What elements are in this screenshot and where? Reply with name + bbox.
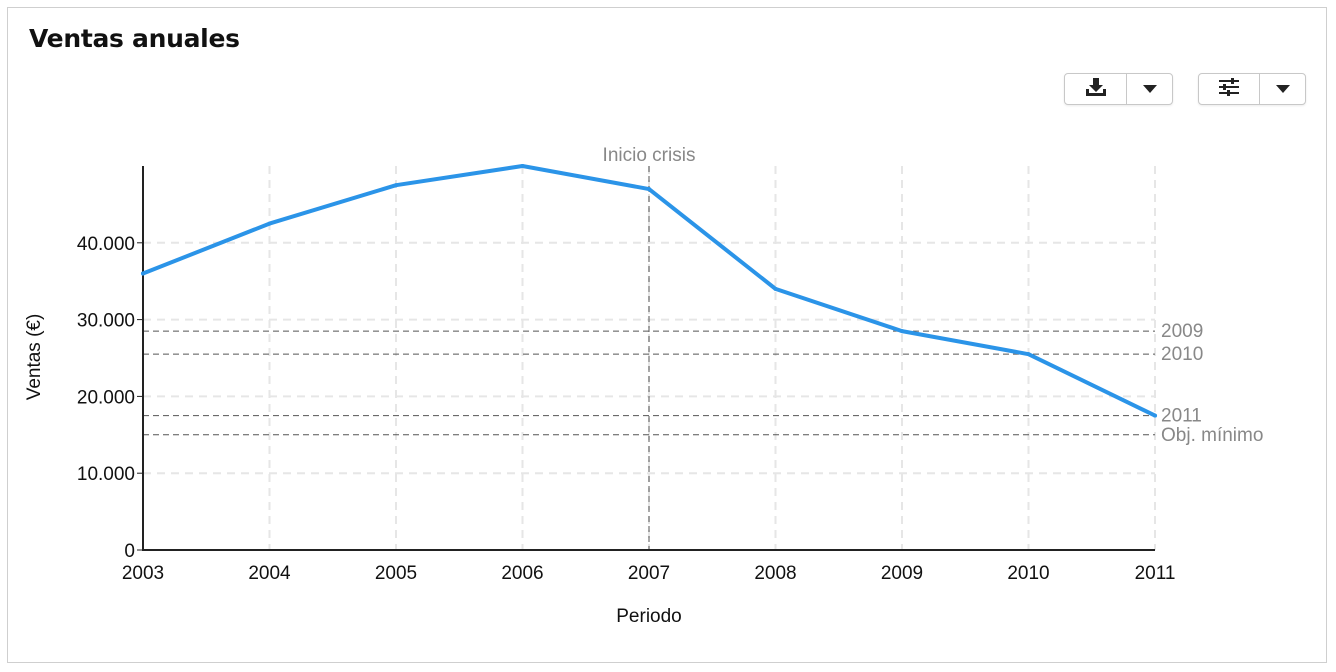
data-point <box>394 183 398 188</box>
vertical-marker-label: Inicio crisis <box>603 145 696 166</box>
caret-down-icon <box>1142 80 1157 98</box>
data-point <box>267 221 272 226</box>
caret-down-icon <box>1275 80 1290 98</box>
x-tick-label: 2003 <box>122 563 164 584</box>
reference-line-label: 2009 <box>1161 321 1203 342</box>
chart-title: Ventas anuales <box>29 24 240 53</box>
series <box>141 164 1157 418</box>
data-point <box>647 187 651 192</box>
x-tick-label: 2008 <box>754 563 796 584</box>
download-dropdown-button[interactable] <box>1127 74 1172 104</box>
chart-card: Ventas anuales <box>7 7 1327 663</box>
axes <box>137 166 1155 551</box>
settings-dropdown-button[interactable] <box>1260 74 1305 104</box>
download-button[interactable] <box>1065 74 1127 104</box>
x-tick-label: 2010 <box>1007 563 1049 584</box>
reference-line-label: 2010 <box>1161 344 1203 365</box>
data-point <box>520 164 525 168</box>
reference-line-label: 2011 <box>1161 406 1202 427</box>
y-tick-label: 40.000 <box>77 234 135 255</box>
data-point <box>773 286 778 291</box>
y-tick-label: 30.000 <box>77 311 135 332</box>
y-tick-label: 0 <box>124 541 135 562</box>
x-tick-label: 2007 <box>628 563 670 584</box>
data-point <box>141 271 145 276</box>
settings-button[interactable] <box>1199 74 1261 104</box>
x-tick-label: 2005 <box>375 563 417 584</box>
download-icon <box>1085 77 1107 102</box>
x-tick-label: 2006 <box>501 563 543 584</box>
x-axis-title: Periodo <box>616 606 682 627</box>
y-tick-label: 20.000 <box>77 387 135 408</box>
y-tick-label: 10.000 <box>77 464 135 485</box>
x-tick-label: 2011 <box>1135 563 1176 584</box>
sliders-icon <box>1218 77 1240 102</box>
y-axis-title: Ventas (€) <box>24 314 45 401</box>
download-button-group <box>1064 73 1173 105</box>
reference-line-label: Obj. mínimo <box>1161 425 1263 446</box>
data-point <box>900 329 904 334</box>
x-tick-label: 2004 <box>248 563 291 584</box>
x-tick-label: 2009 <box>881 563 923 584</box>
data-point <box>1026 352 1031 357</box>
reference-lines <box>143 166 1155 550</box>
data-point <box>1153 413 1157 418</box>
settings-button-group <box>1198 73 1306 105</box>
